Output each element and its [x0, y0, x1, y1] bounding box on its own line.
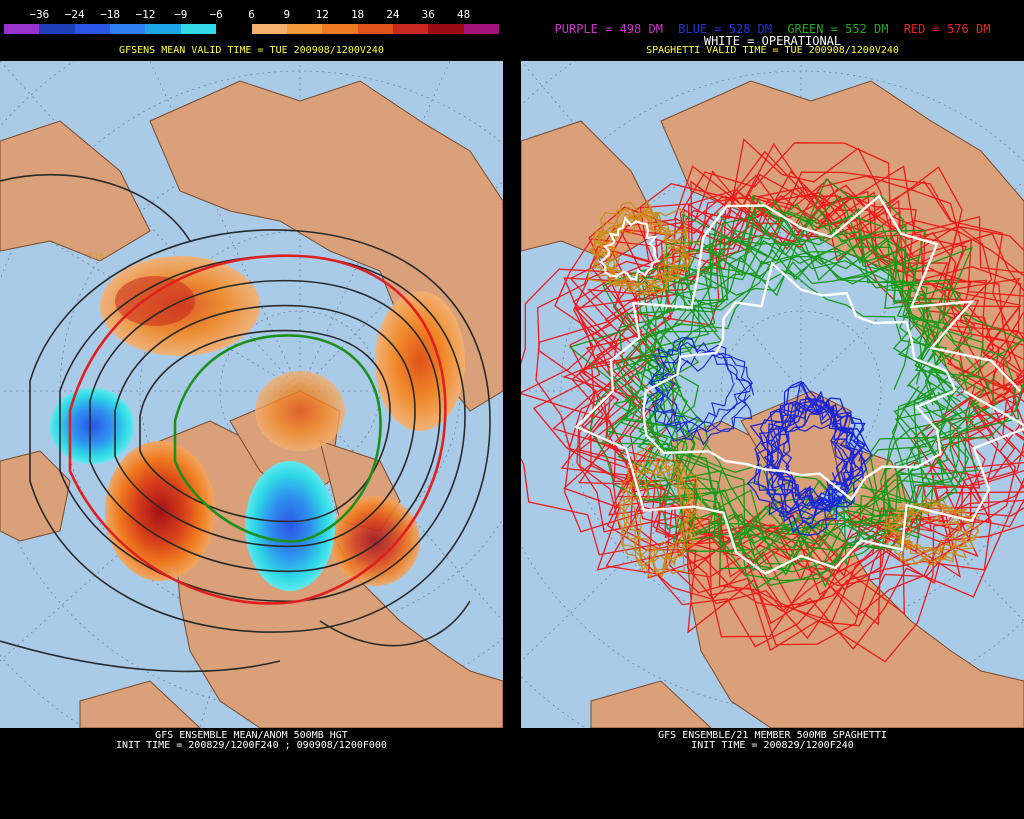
colorbar-swatch — [428, 24, 464, 34]
colorbar-label: 6 — [248, 8, 255, 21]
colorbar-label: −24 — [64, 8, 85, 21]
spaghetti-line — [781, 403, 869, 510]
ensemble-mean-panel: −36 −24 −18 −12 −9 −6 6 9 12 18 24 36 48 GFSENS MEAN… — [0, 0, 503, 819]
spaghetti-line — [637, 211, 1020, 545]
colorbar-swatch — [4, 24, 40, 34]
spaghetti-line — [576, 186, 1024, 572]
spaghetti-line — [746, 416, 849, 536]
green-contour — [173, 334, 382, 543]
spaghetti-line — [881, 511, 969, 566]
spaghetti-line — [560, 138, 1002, 615]
spaghetti-line — [774, 397, 864, 506]
spaghetti-line — [749, 380, 850, 513]
colorbar-label: −18 — [100, 8, 120, 21]
right-map-svg — [521, 61, 1024, 728]
colorbar-label: 36 — [421, 8, 435, 21]
spaghetti-line — [573, 166, 1024, 651]
colorbar-swatch — [74, 24, 111, 34]
left-map: 516 — [0, 61, 503, 728]
spaghetti-line — [641, 203, 958, 547]
spaghetti-line — [650, 336, 735, 433]
anomaly-shading — [50, 256, 465, 591]
colorbar-swatch — [145, 24, 181, 34]
spaghetti-line — [661, 219, 980, 587]
spaghetti-line — [643, 336, 748, 442]
legend-green: GREEN = 552 DM — [787, 22, 889, 36]
spaghetti-line — [766, 398, 865, 518]
left-footer-init: INIT TIME = 200829/1200F240 ; 090908/120… — [116, 740, 387, 751]
spaghetti-line — [889, 496, 980, 550]
anomaly-colorbar — [4, 24, 500, 34]
operational-label: WHITE = OPERATIONAL — [703, 34, 842, 48]
colorbar-label: −6 — [209, 8, 223, 21]
spaghetti-line — [521, 165, 1024, 640]
colorbar-swatch — [216, 24, 252, 34]
spaghetti-line — [618, 465, 690, 571]
spaghetti-line — [625, 261, 946, 549]
left-map-svg: 516 — [0, 61, 503, 728]
spaghetti-contours — [521, 138, 1024, 663]
colorbar-label: 9 — [283, 8, 291, 21]
right-footer-title: GFS ENSEMBLE/21 MEMBER 500MB SPAGHETTI — [658, 730, 887, 741]
contour-label: 516 — [88, 252, 104, 262]
colorbar-swatch — [286, 24, 323, 34]
colorbar-label: −12 — [135, 8, 156, 21]
spaghetti-panel: PURPLE = 498 DM BLUE = 528 DM GREEN = 55… — [521, 0, 1024, 819]
spaghetti-line — [883, 498, 957, 555]
spaghetti-line — [588, 206, 677, 295]
spaghetti-line — [602, 216, 688, 293]
colorbar-label: 12 — [315, 8, 329, 21]
spaghetti-line — [593, 212, 686, 288]
colorbar-swatch — [322, 24, 358, 34]
spaghetti-line — [626, 444, 703, 575]
colorbar-swatch — [463, 24, 500, 34]
legend-red: RED = 576 DM — [903, 22, 991, 36]
left-footer-title: GFS ENSEMBLE MEAN/ANOM 500MB HGT — [155, 730, 348, 741]
colorbar-label: 18 — [350, 8, 365, 21]
left-valid-time: GFSENS MEAN VALID TIME = TUE 200908/1200… — [119, 45, 384, 56]
colorbar-label: 48 — [457, 8, 471, 21]
legend-purple: PURPLE = 498 DM — [554, 22, 663, 36]
spaghetti-line — [612, 239, 998, 548]
colorbar-swatch — [357, 24, 393, 34]
spaghetti-line — [599, 216, 660, 281]
red-contour — [68, 254, 447, 605]
colorbar-swatch — [110, 24, 146, 34]
right-map — [521, 61, 1024, 728]
colorbar-label: −9 — [174, 8, 188, 21]
colorbar-swatch — [39, 24, 75, 34]
panel-divider — [503, 0, 521, 819]
right-footer-init: INIT TIME = 200829/1200F240 — [691, 740, 854, 751]
spaghetti-line — [655, 211, 951, 530]
spaghetti-line — [771, 398, 873, 512]
spaghetti-line — [599, 208, 697, 292]
colorbar-label: 24 — [386, 8, 400, 21]
spaghetti-line — [587, 213, 688, 292]
spaghetti-line — [660, 341, 753, 424]
right-valid-time: SPAGHETTI VALID TIME = TUE 200908/1200V2… — [646, 45, 899, 56]
spaghetti-line — [532, 180, 1024, 663]
spaghetti-line — [574, 194, 1024, 576]
colorbar-swatch — [180, 24, 217, 34]
colorbar-swatch — [392, 24, 429, 34]
spaghetti-line — [636, 461, 696, 575]
spaghetti-line — [650, 354, 754, 446]
colorbar-swatch — [251, 24, 287, 34]
spaghetti-line — [605, 230, 963, 573]
colorbar-label: −36 — [29, 8, 50, 21]
spaghetti-line — [642, 261, 957, 501]
spaghetti-line — [759, 397, 865, 508]
legend-blue: BLUE = 528 DM — [678, 22, 773, 36]
spaghetti-legend: PURPLE = 498 DM BLUE = 528 DM GREEN = 55… — [521, 22, 1024, 36]
